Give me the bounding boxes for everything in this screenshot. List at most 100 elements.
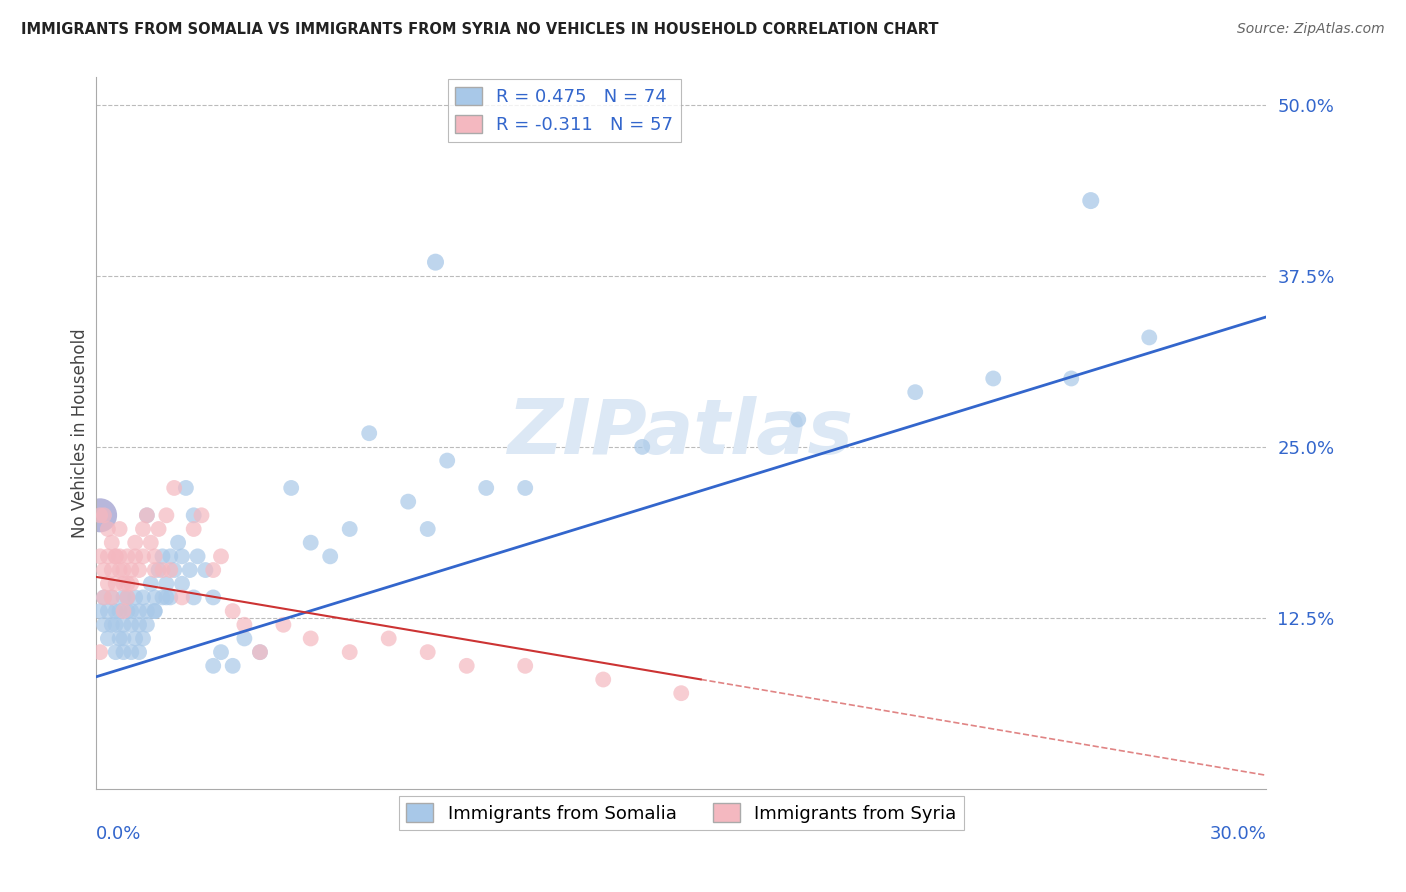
Point (89, 508, 111, 523)
Point (209, 549, 232, 564)
Point (159, 549, 181, 564)
Point (159, 591, 181, 605)
Point (143, 591, 166, 605)
Point (163, 563, 186, 577)
Point (174, 481, 197, 495)
Point (124, 632, 146, 646)
Point (108, 549, 131, 564)
Point (128, 604, 150, 618)
Point (416, 522, 439, 536)
Point (209, 645, 232, 659)
Point (148, 522, 170, 536)
Point (152, 549, 174, 564)
Point (89, 549, 111, 564)
Point (132, 632, 155, 646)
Text: 30.0%: 30.0% (1209, 824, 1267, 843)
Text: ZIPatlas: ZIPatlas (508, 396, 855, 470)
Point (183, 522, 205, 536)
Point (202, 658, 225, 673)
Point (97, 549, 120, 564)
Point (101, 563, 124, 577)
Point (299, 632, 322, 646)
Point (155, 508, 177, 523)
Point (202, 563, 225, 577)
Point (1137, 330, 1160, 344)
Point (143, 604, 166, 618)
Point (249, 645, 271, 659)
Point (425, 255, 447, 269)
Point (233, 617, 256, 632)
Point (280, 481, 302, 495)
Point (104, 549, 127, 564)
Point (120, 645, 142, 659)
Text: Source: ZipAtlas.com: Source: ZipAtlas.com (1237, 22, 1385, 37)
Point (108, 522, 131, 536)
Point (135, 604, 157, 618)
Point (377, 632, 399, 646)
Point (97, 632, 120, 646)
Point (187, 549, 209, 564)
Point (112, 617, 135, 632)
Point (170, 591, 193, 605)
Point (108, 604, 131, 618)
Y-axis label: No Vehicles in Household: No Vehicles in Household (72, 328, 89, 538)
Point (132, 549, 155, 564)
Point (416, 645, 439, 659)
Text: 0.0%: 0.0% (96, 824, 142, 843)
Point (101, 591, 124, 605)
Point (104, 576, 127, 591)
Point (143, 604, 166, 618)
Point (222, 658, 245, 673)
Text: IMMIGRANTS FROM SOMALIA VS IMMIGRANTS FROM SYRIA NO VEHICLES IN HOUSEHOLD CORREL: IMMIGRANTS FROM SOMALIA VS IMMIGRANTS FR… (21, 22, 939, 37)
Point (108, 563, 131, 577)
Point (93, 563, 115, 577)
Point (148, 563, 170, 577)
Point (155, 576, 177, 591)
Point (139, 535, 162, 549)
Point (1080, 194, 1102, 208)
Point (120, 576, 142, 591)
Point (339, 522, 361, 536)
Point (787, 412, 810, 426)
Point (202, 591, 225, 605)
Point (222, 604, 245, 618)
Point (112, 591, 135, 605)
Point (101, 535, 124, 549)
Point (104, 617, 127, 632)
Point (904, 385, 927, 400)
Point (104, 645, 127, 659)
Point (128, 563, 150, 577)
Point (456, 658, 478, 673)
Point (190, 508, 212, 523)
Point (135, 508, 157, 523)
Point (93, 508, 115, 523)
Point (631, 440, 654, 454)
Point (132, 591, 155, 605)
Point (135, 617, 157, 632)
Point (89, 604, 111, 618)
Point (152, 563, 174, 577)
Point (89, 645, 111, 659)
Point (120, 563, 142, 577)
Point (132, 522, 155, 536)
Point (128, 645, 150, 659)
Point (120, 604, 142, 618)
Point (167, 535, 190, 549)
Point (170, 549, 193, 564)
Point (339, 645, 361, 659)
Point (359, 426, 381, 441)
Point (93, 591, 115, 605)
Point (117, 604, 139, 618)
Point (515, 481, 537, 495)
Point (515, 658, 537, 673)
Point (139, 576, 162, 591)
Point (124, 535, 146, 549)
Point (179, 563, 201, 577)
Point (1060, 371, 1083, 385)
Point (104, 604, 127, 618)
Point (97, 522, 120, 536)
Point (128, 617, 150, 632)
Point (112, 604, 135, 618)
Point (194, 563, 217, 577)
Point (112, 632, 135, 646)
